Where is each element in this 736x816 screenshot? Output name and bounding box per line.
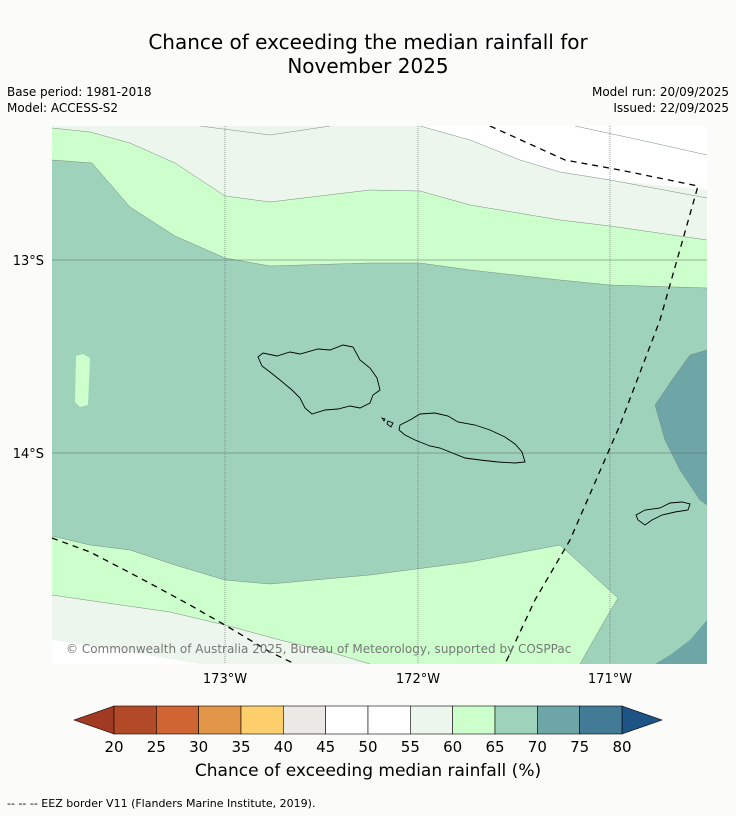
eez-border: [52, 126, 699, 664]
colorbar-segment: [452, 705, 496, 735]
band-50-55-bottom: [52, 640, 200, 664]
colorbar-tick-label: 25: [147, 738, 166, 756]
parallels: [52, 259, 707, 454]
graticule: [224, 126, 611, 664]
rainfall-map: © Commonwealth of Australia 2025, Bureau…: [13, 126, 707, 756]
colorbar-segment: [198, 705, 242, 735]
band-60-65-patch: [75, 354, 90, 407]
colorbar-label: Chance of exceeding median rainfall (%): [194, 761, 542, 781]
colorbar-tick-label: 20: [104, 738, 123, 756]
colorbar-tick-label: 60: [443, 738, 462, 756]
colorbar-segment: [113, 705, 157, 735]
model-info: Base period: 1981-2018 Model: ACCESS-S2: [7, 84, 152, 116]
colorbar-segment: [410, 705, 453, 735]
model-run: Model run: 20/09/2025: [591, 85, 729, 99]
band-50-55-top: [200, 126, 707, 190]
copyright-notice: © Commonwealth of Australia 2025, Bureau…: [66, 642, 571, 656]
band-55-60-bottom: [52, 595, 370, 664]
colorbar-tick-label: 55: [401, 738, 420, 756]
map-plot-area: © Commonwealth of Australia 2025, Bureau…: [52, 126, 707, 664]
colorbar-segment: [156, 705, 199, 735]
colorbar-tick-label: 30: [189, 738, 208, 756]
colorbar-tick-label: 40: [274, 738, 293, 756]
run-info: Model run: 20/09/2025 Issued: 22/09/2025: [592, 84, 729, 116]
colorbar-tick-label: 70: [528, 738, 547, 756]
colorbar-segment: [494, 705, 538, 735]
colorbar-tick-label: 45: [316, 738, 335, 756]
colorbar-low-extend: [73, 705, 115, 735]
lon-label-172w: 172°W: [396, 672, 440, 687]
colorbar-segment: [367, 705, 411, 735]
savaii-island: [257, 344, 381, 415]
tutuila-island: [635, 501, 691, 526]
base-period: Base period: 1981-2018: [7, 85, 152, 99]
lat-label-14s: 14°S: [13, 447, 44, 462]
colorbar-high-extend: [621, 705, 663, 735]
colorbar-segment: [537, 705, 580, 735]
title-line-1: Chance of exceeding the median rainfall …: [148, 30, 588, 54]
colorbar-segment: [325, 705, 369, 735]
apolima-island: [380, 417, 386, 422]
coastlines: [257, 344, 691, 526]
band-70-75-east: [655, 350, 707, 505]
colorbar-tick-label: 65: [485, 738, 504, 756]
upolu-island: [398, 412, 526, 464]
lon-label-173w: 173°W: [203, 672, 247, 687]
colorbar-segment: [283, 705, 326, 735]
lon-label-171w: 171°W: [588, 672, 632, 687]
colorbar-tick-label: 75: [570, 738, 589, 756]
band-65-70: [52, 160, 707, 664]
colorbar: 20 25 30 35 40 45 50 55 60 65 70 75 80: [73, 705, 663, 756]
manono-island: [386, 420, 394, 428]
colorbar-tick-label: 80: [612, 738, 631, 756]
title-line-2: November 2025: [287, 54, 449, 78]
lat-label-13s: 13°S: [13, 254, 44, 269]
band-70-75-southeast: [655, 620, 707, 664]
colorbar-segment: [579, 705, 623, 735]
colorbar-tick-label: 50: [358, 738, 377, 756]
issued-date: Issued: 22/09/2025: [613, 101, 729, 115]
eez-legend-note: -- -- -- EEZ border V11 (Flanders Marine…: [7, 797, 316, 810]
colorbar-tick-label: 35: [231, 738, 250, 756]
colorbar-segment: [240, 705, 284, 735]
map-title: Chance of exceeding the median rainfall …: [0, 30, 736, 78]
model-name: Model: ACCESS-S2: [7, 101, 119, 115]
